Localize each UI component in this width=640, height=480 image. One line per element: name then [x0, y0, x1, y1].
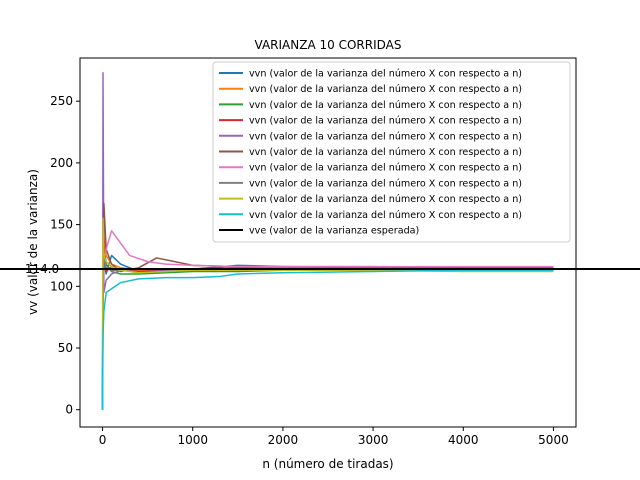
- plot-frame: [79, 57, 577, 428]
- y-tick-label: 0: [65, 403, 73, 417]
- y-tick-label: 150: [50, 218, 73, 232]
- legend: vvn (valor de la varianza del número X c…: [212, 61, 571, 243]
- expected-value-tick-label: 114.0: [25, 262, 59, 276]
- x-tick-label: 2000: [268, 433, 299, 447]
- series-line-7: [101, 223, 554, 410]
- x-axis-label: n (número de tiradas): [262, 457, 393, 471]
- chart-title: VARIANZA 10 CORRIDAS: [255, 38, 402, 52]
- legend-label: vvn (valor de la varianza del número X c…: [249, 130, 522, 142]
- series-line-4: [101, 236, 554, 410]
- legend-label: vvn (valor de la varianza del número X c…: [249, 115, 522, 127]
- legend-label: vvn (valor de la varianza del número X c…: [249, 193, 522, 205]
- series-line-8: [101, 254, 554, 410]
- x-axis-ticks: 0 1000 2000 3000 4000 5000: [99, 427, 569, 447]
- legend-label: vvn (valor de la varianza del número X c…: [249, 83, 522, 95]
- y-tick-label: 50: [58, 341, 73, 355]
- y-axis-ticks: 0 50 100 150 200 250 114.0: [25, 94, 80, 417]
- x-tick-label: 0: [99, 433, 107, 447]
- series-line-2: [101, 230, 554, 410]
- y-tick-label: 250: [50, 94, 73, 108]
- x-tick-label: 3000: [358, 433, 389, 447]
- x-tick-label: 1000: [177, 433, 208, 447]
- y-axis-label: vv (valor de la varianza): [26, 169, 40, 315]
- legend-label: vvn (valor de la varianza del número X c…: [249, 209, 522, 221]
- legend-label: vvn (valor de la varianza del número X c…: [249, 99, 522, 111]
- x-tick-label: 4000: [448, 433, 479, 447]
- legend-label: vvn (valor de la varianza del número X c…: [249, 162, 522, 174]
- legend-label: vvn (valor de la varianza del número X c…: [249, 68, 522, 80]
- legend-label: vve (valor de la varianza esperada): [249, 226, 419, 237]
- series-line-6: [101, 202, 554, 410]
- legend-label: vvn (valor de la varianza del número X c…: [249, 177, 522, 189]
- legend-frame: [212, 61, 571, 243]
- series-line-10: [101, 269, 554, 410]
- y-tick-label: 200: [50, 156, 73, 170]
- y-tick-label: 100: [50, 279, 73, 293]
- x-tick-label: 5000: [538, 433, 569, 447]
- legend-label: vvn (valor de la varianza del número X c…: [249, 146, 522, 158]
- series-line-9: [101, 217, 554, 410]
